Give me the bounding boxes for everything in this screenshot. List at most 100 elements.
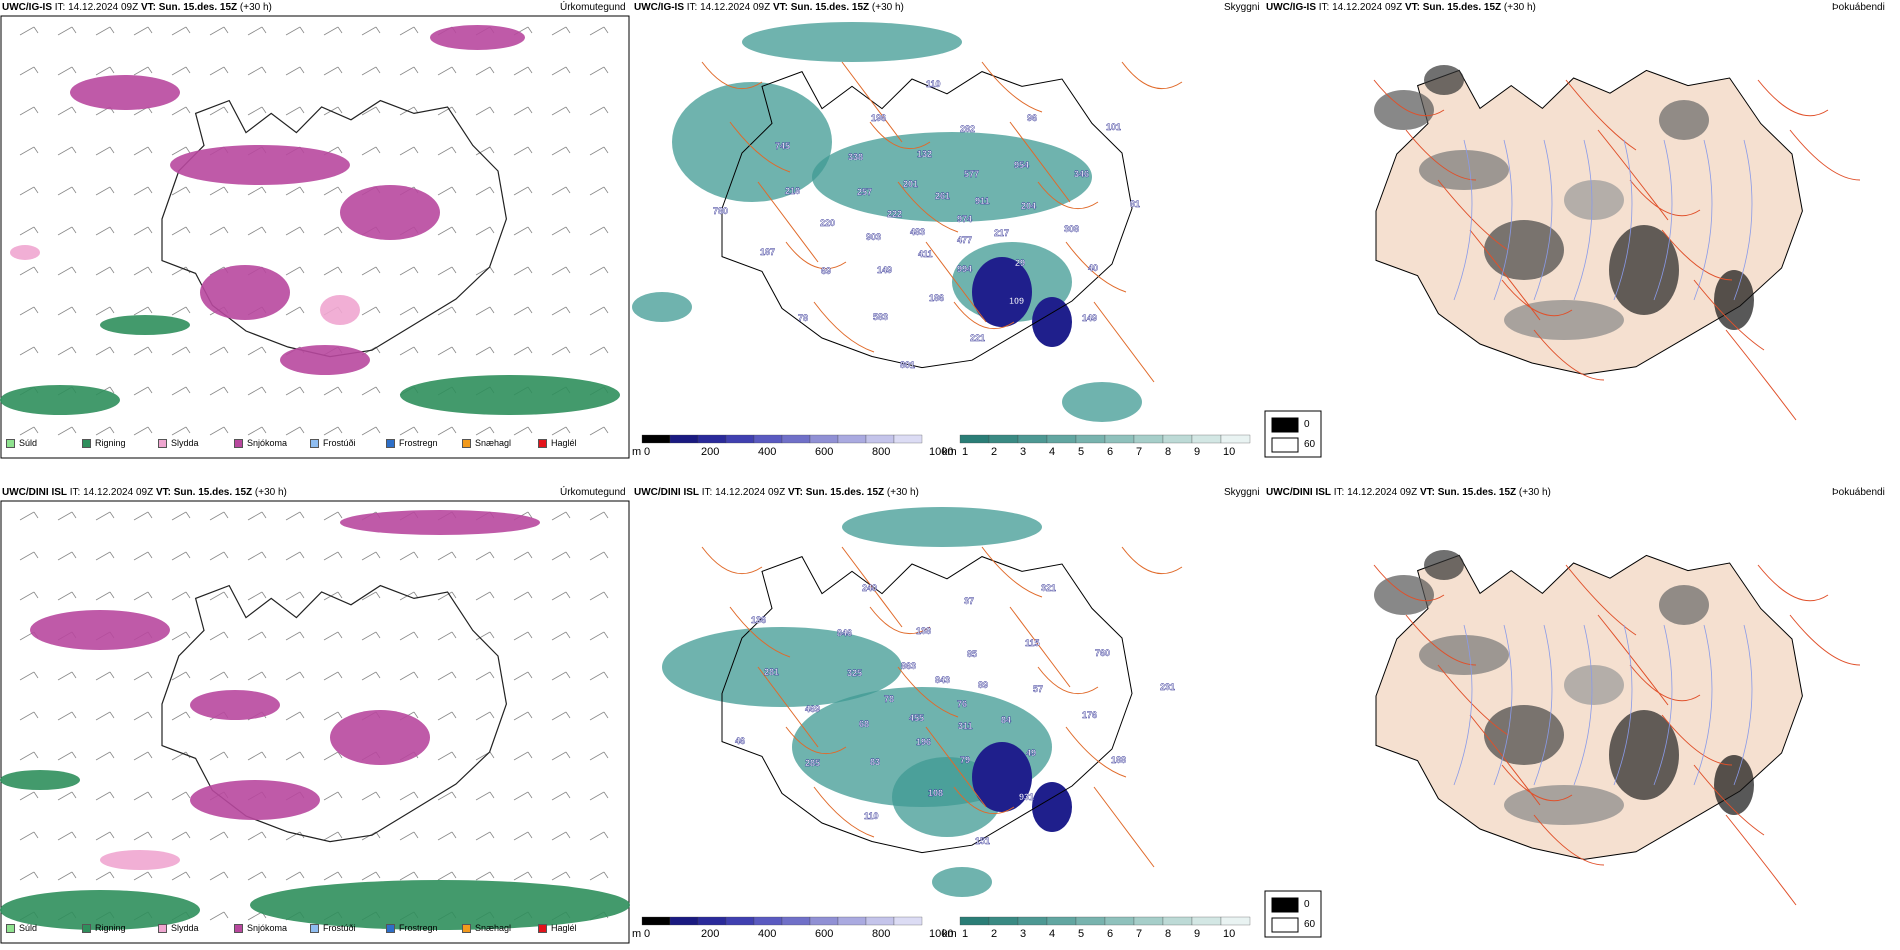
precip-area <box>100 850 180 870</box>
road <box>1009 606 1071 688</box>
road <box>869 121 931 150</box>
visibility-unit: km <box>942 446 957 458</box>
precip-area <box>200 265 290 320</box>
cloud-base-label: 346 <box>1074 169 1089 179</box>
visibility-swatch <box>1133 434 1164 444</box>
low-cloud-area <box>972 742 1032 812</box>
fog-area <box>1374 90 1434 130</box>
cloud-base-label: 240 <box>862 583 877 593</box>
cloud-base-swatch <box>753 434 783 444</box>
cloud-base-label: 760 <box>1095 648 1110 658</box>
river <box>1613 139 1633 301</box>
river <box>1733 139 1753 301</box>
cloud-base-label: 285 <box>805 758 820 768</box>
fog-area <box>1504 300 1624 340</box>
road <box>1065 726 1127 778</box>
legend-swatch <box>462 438 471 448</box>
visibility-area <box>812 132 1092 222</box>
road <box>1565 79 1637 151</box>
road <box>953 786 1015 815</box>
cloud-base-unit: m <box>632 928 641 940</box>
precip-legend: Súld Rigning Slydda Snjókoma Frostúði Frostre… <box>6 438 626 452</box>
visibility-tick: 9 <box>1194 928 1200 940</box>
cloud-base-label: 261 <box>935 191 950 201</box>
visibility-swatch <box>959 916 990 926</box>
legend-item: Snæhagl <box>462 923 511 933</box>
cloud-base-label: 176 <box>1082 710 1097 720</box>
precip-area <box>70 75 180 110</box>
precip-area <box>400 375 620 415</box>
river <box>1693 624 1713 786</box>
legend-item: Frostregn <box>386 438 438 448</box>
cloud-base-swatch <box>669 916 699 926</box>
cloud-base-tick: 600 <box>815 446 833 458</box>
legend-swatch <box>538 923 547 933</box>
road <box>1437 664 1509 736</box>
road <box>981 61 1043 113</box>
legend-swatch <box>6 438 15 448</box>
low-cloud-area <box>1032 782 1072 832</box>
road <box>1093 301 1155 383</box>
legend-label: Súld <box>19 923 38 933</box>
road <box>1565 564 1637 636</box>
river <box>1493 139 1513 301</box>
cloud-base-tick: 200 <box>701 928 719 940</box>
cloud-base-label: 583 <box>873 312 888 322</box>
river <box>1733 624 1753 786</box>
visibility-swatch <box>1075 916 1106 926</box>
legend-swatch <box>386 923 395 933</box>
road <box>729 121 791 173</box>
cloud-base-label: 68 <box>859 719 869 729</box>
road <box>1469 229 1541 321</box>
panel-title: UWC/DINI ISL IT: 14.12.2024 09Z VT: Sun.… <box>634 487 919 498</box>
precip-map <box>0 500 630 944</box>
cloud-map: 76 455 843 311 78 89 196 863 84 68 85 79 325 57 83 138 4… <box>662 507 1183 897</box>
cloud-base-label: 89 <box>978 680 988 690</box>
road <box>1757 79 1829 117</box>
road <box>729 606 791 658</box>
legend-item: Slydda <box>158 923 199 933</box>
visibility-swatch <box>1162 434 1193 444</box>
visibility-tick: 6 <box>1107 446 1113 458</box>
cloud-base-label: 138 <box>916 626 931 636</box>
road <box>1121 61 1183 90</box>
river <box>1573 139 1593 301</box>
precip-area <box>10 245 40 260</box>
legend-item: Slydda <box>158 438 199 448</box>
fog-area <box>1564 180 1624 220</box>
cloud-base-label: 218 <box>785 186 800 196</box>
coastline <box>721 70 1133 369</box>
visibility-tick: 7 <box>1136 446 1142 458</box>
cloud-base-swatch <box>865 916 895 926</box>
cloud-base-label: 577 <box>964 169 979 179</box>
river <box>1653 139 1673 301</box>
river <box>1613 624 1633 786</box>
river <box>1653 624 1673 786</box>
cloud-base-tick: 1000 <box>929 446 953 458</box>
visibility-tick: 10 <box>1223 446 1235 458</box>
panel-type-label: Úrkomutegund <box>560 2 626 13</box>
cloud-base-label: 187 <box>760 247 775 257</box>
low-cloud-area <box>972 257 1032 327</box>
panel-type-label: Skyggni <box>1224 2 1260 13</box>
cloud-base-tick: 0 <box>644 446 650 458</box>
legend-label: Slydda <box>171 923 199 933</box>
visibility-swatch <box>1017 434 1048 444</box>
cloud-base-label: 846 <box>837 628 852 638</box>
cloud-base-label: 108 <box>928 788 943 798</box>
panel-title: UWC/DINI ISL IT: 14.12.2024 09Z VT: Sun.… <box>2 487 287 498</box>
panel-title: UWC/IG-IS IT: 14.12.2024 09Z VT: Sun. 15… <box>1266 2 1536 13</box>
cloud-base-label: 196 <box>916 737 931 747</box>
cloud-base-swatch <box>697 916 727 926</box>
road <box>841 61 903 143</box>
visibility-area <box>672 82 832 202</box>
cloud-base-swatch <box>865 434 895 444</box>
fog-area <box>1484 220 1564 280</box>
precip-legend: Súld Rigning Slydda Snjókoma Frostúði Frostre… <box>6 923 626 937</box>
cloud-base-label: 149 <box>877 265 892 275</box>
cloud-base-tick: 0 <box>644 928 650 940</box>
visibility-swatch <box>1104 916 1135 926</box>
precip-area <box>190 690 280 720</box>
legend-swatch <box>6 923 15 933</box>
legend-label: Haglél <box>551 438 577 448</box>
